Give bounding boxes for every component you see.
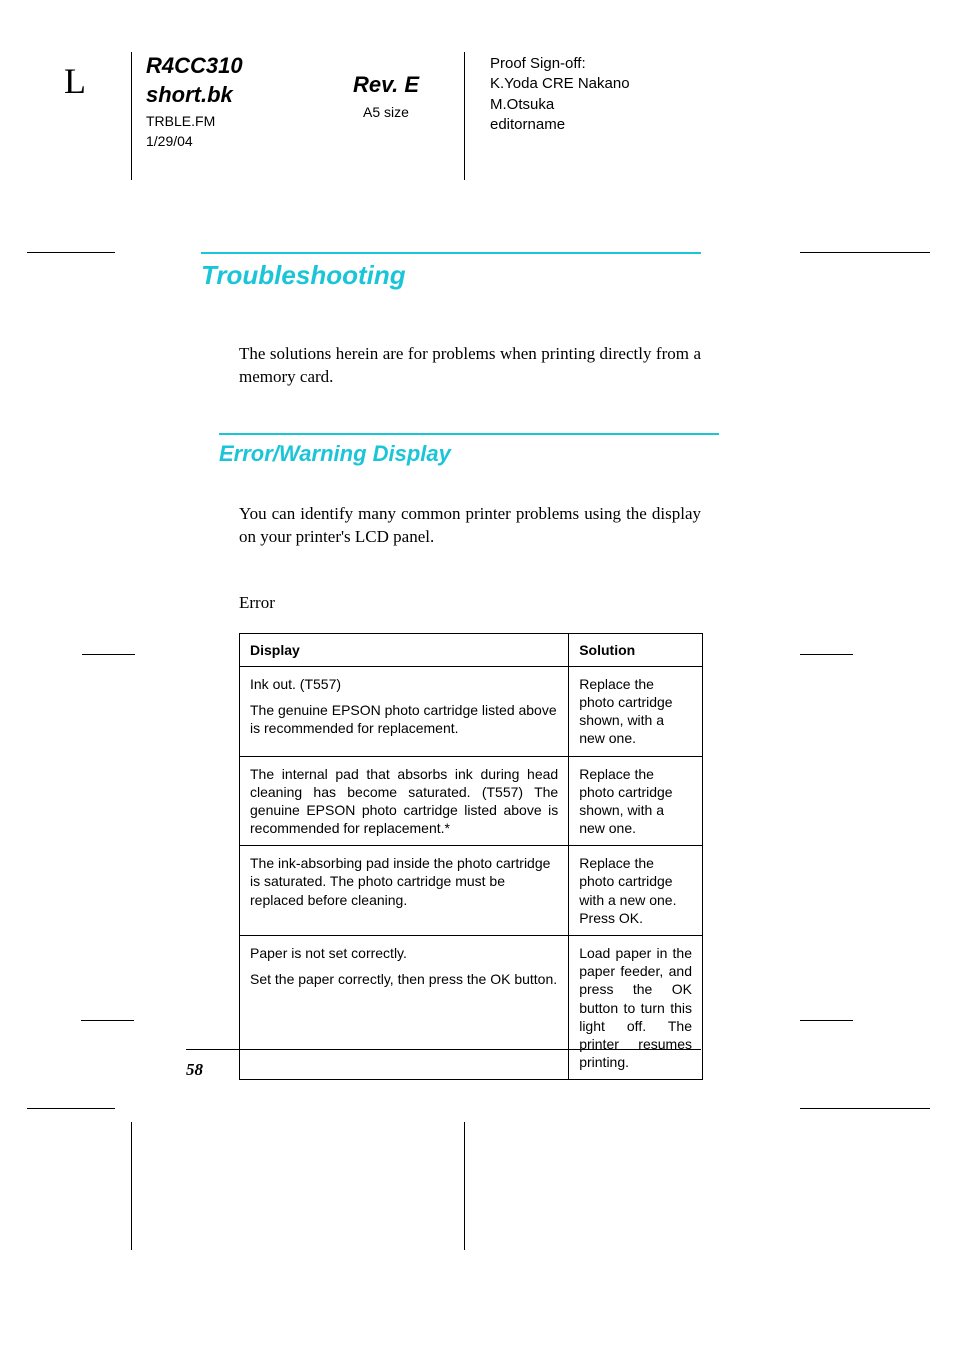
display-text: Paper is not set correctly.: [250, 944, 558, 962]
col-header-display: Display: [240, 633, 569, 666]
proof-signoff-name1: K.Yoda CRE Nakano: [490, 74, 630, 94]
table-row: The internal pad that absorbs ink during…: [240, 756, 703, 846]
header-center-block: Rev. E A5 size: [316, 72, 456, 120]
heading-troubleshooting: Troubleshooting: [201, 260, 701, 291]
page-number: 58: [186, 1060, 203, 1080]
doc-code-line1: R4CC310: [146, 52, 316, 81]
file-name: TRBLE.FM: [146, 113, 316, 129]
heading-error-warning: Error/Warning Display: [219, 441, 701, 467]
crop-mark: [82, 654, 135, 655]
intro-paragraph-1: The solutions herein are for problems wh…: [239, 343, 701, 389]
display-cell: The ink-absorbing pad inside the photo c…: [240, 846, 569, 936]
table-row: The ink-absorbing pad inside the photo c…: [240, 846, 703, 936]
solution-cell: Replace the photo cartridge with a new o…: [569, 846, 703, 936]
display-cell: Ink out. (T557) The genuine EPSON photo …: [240, 666, 569, 756]
main-content: Troubleshooting The solutions herein are…: [201, 252, 701, 1080]
footer-divider-2: [464, 1122, 465, 1250]
crop-mark: [800, 1020, 853, 1021]
crop-mark: [800, 252, 930, 253]
proof-signoff-editor: editorname: [490, 115, 630, 135]
intro-paragraph-2: You can identify many common printer pro…: [239, 503, 701, 549]
solution-cell: Load paper in the paper feeder, and pres…: [569, 936, 703, 1080]
section-rule: [201, 252, 701, 254]
header-left-block: R4CC310 short.bk TRBLE.FM 1/29/04: [146, 52, 316, 149]
revision-label: Rev. E: [316, 72, 456, 98]
crop-mark: [81, 1020, 134, 1021]
footer-divider-1: [131, 1122, 132, 1250]
section-rule: [219, 433, 719, 435]
table-label-error: Error: [239, 593, 701, 613]
page-size-label: A5 size: [316, 104, 456, 120]
table-row: Paper is not set correctly. Set the pape…: [240, 936, 703, 1080]
display-text: Ink out. (T557): [250, 675, 558, 693]
display-text: The genuine EPSON photo cartridge listed…: [250, 701, 558, 737]
error-table: Display Solution Ink out. (T557) The gen…: [239, 633, 703, 1081]
crop-mark: [27, 1108, 115, 1109]
page-letter: L: [64, 60, 86, 102]
table-header-row: Display Solution: [240, 633, 703, 666]
table-row: Ink out. (T557) The genuine EPSON photo …: [240, 666, 703, 756]
header-divider-2: [464, 52, 465, 180]
display-cell: Paper is not set correctly. Set the pape…: [240, 936, 569, 1080]
solution-cell: Replace the photo cartridge shown, with …: [569, 756, 703, 846]
footer-rule: [186, 1049, 701, 1050]
col-header-solution: Solution: [569, 633, 703, 666]
display-cell: The internal pad that absorbs ink during…: [240, 756, 569, 846]
proof-signoff-name2: M.Otsuka: [490, 95, 630, 115]
crop-mark: [27, 252, 115, 253]
proof-signoff-label: Proof Sign-off:: [490, 54, 630, 74]
solution-cell: Replace the photo cartridge shown, with …: [569, 666, 703, 756]
doc-code-line2: short.bk: [146, 81, 316, 110]
display-text: Set the paper correctly, then press the …: [250, 970, 558, 988]
crop-mark: [800, 654, 853, 655]
crop-mark: [800, 1108, 930, 1109]
file-date: 1/29/04: [146, 133, 316, 149]
header-proof-block: Proof Sign-off: K.Yoda CRE Nakano M.Otsu…: [490, 54, 630, 135]
header-divider-1: [131, 52, 132, 180]
